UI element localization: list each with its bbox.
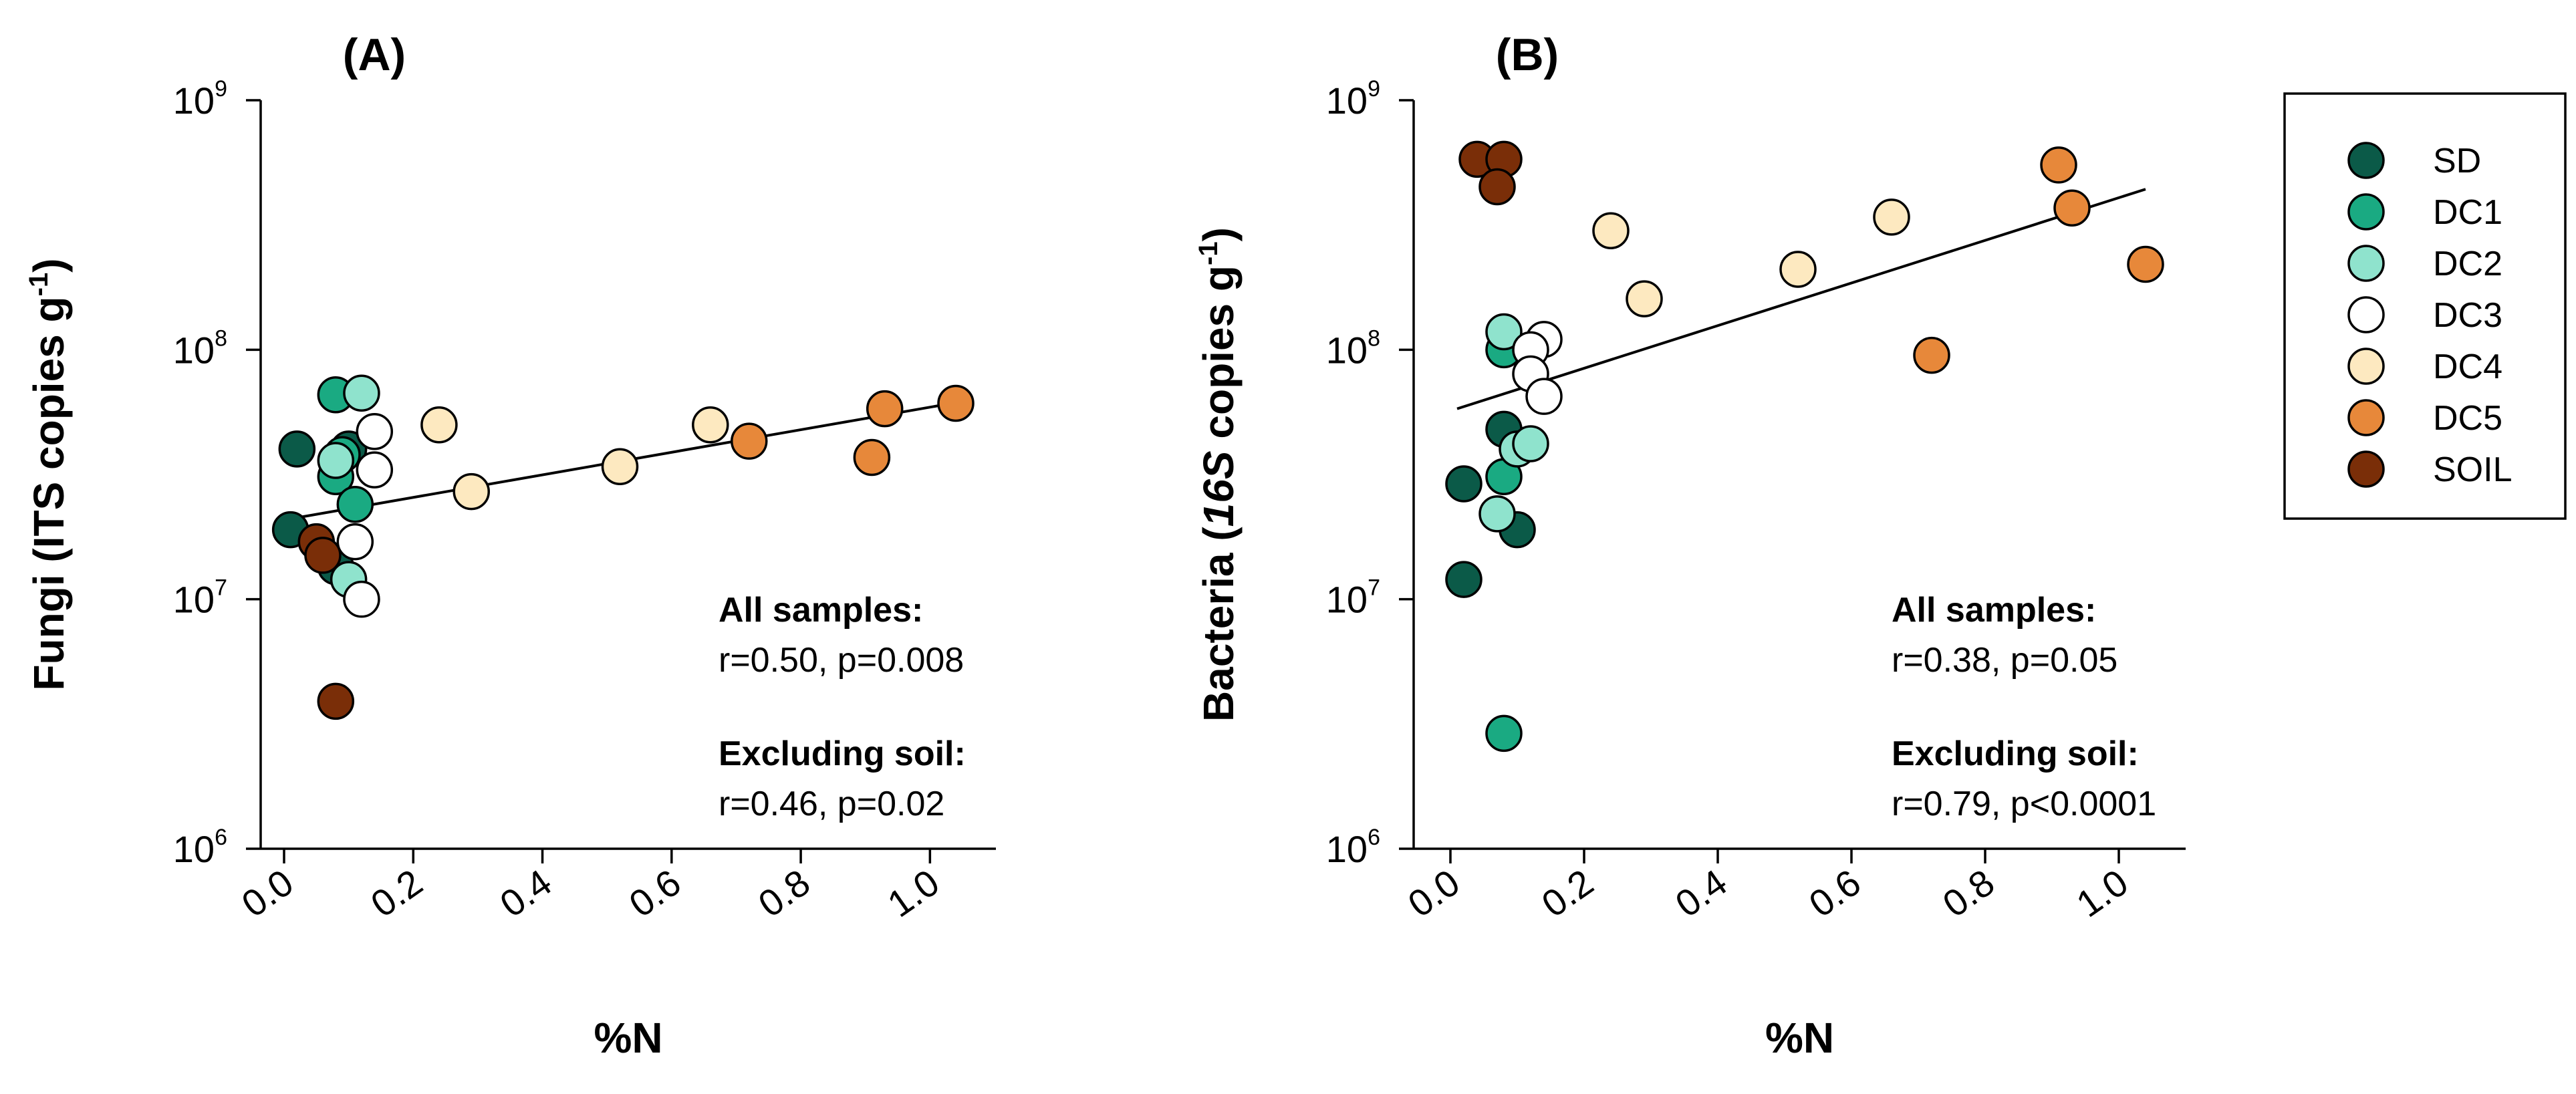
legend-marker-dc1 [2347, 193, 2385, 231]
point-soil [317, 682, 355, 720]
stat-text: r=0.38, p=0.05 [1892, 641, 2117, 680]
point-dc2 [1512, 425, 1549, 462]
x-tick-label: 0.6 [622, 861, 688, 925]
x-tick-label: 0.4 [1668, 861, 1734, 925]
legend-label-dc1: DC1 [2433, 193, 2502, 232]
point-dc3 [336, 523, 374, 561]
point-dc5 [853, 438, 891, 476]
x-tick-label: 0.0 [1400, 861, 1467, 925]
y-tick-label: 107 [1326, 575, 1380, 621]
stat-heading: Excluding soil: [719, 734, 966, 773]
panel-b: (B) 106 107 108 109 0.0 0.2 0.4 0.6 0.8 1.0 %N Bacte… [1194, 29, 2186, 1062]
legend-marker-dc4 [2347, 348, 2385, 385]
legend-marker-sd [2347, 142, 2385, 179]
point-dc4 [692, 406, 729, 444]
point-dc2 [317, 442, 355, 479]
x-axis-title: %N [1765, 1014, 1834, 1062]
point-dc3 [343, 580, 380, 618]
x-tick-label: 0.6 [1801, 861, 1868, 925]
point-dc5 [1913, 336, 1950, 374]
legend-label-dc4: DC4 [2433, 348, 2502, 386]
point-dc4 [453, 472, 490, 511]
stat-heading: All samples: [719, 591, 923, 630]
point-dc5 [2127, 245, 2164, 283]
legend-marker-dc5 [2347, 399, 2385, 436]
legend-label-sd: SD [2433, 142, 2481, 180]
point-dc3 [356, 413, 394, 450]
y-tick-label: 109 [1326, 76, 1380, 122]
point-dc1 [336, 485, 374, 523]
legend-marker-soil [2347, 450, 2385, 488]
y-tick-label: 106 [1326, 825, 1380, 870]
y-tick-label: 108 [173, 325, 227, 371]
point-dc4 [601, 448, 639, 485]
point-dc3 [356, 451, 394, 489]
stat-text: r=0.50, p=0.008 [719, 641, 964, 680]
x-tick-label: 1.0 [2069, 861, 2136, 925]
legend-marker-dc2 [2347, 245, 2385, 282]
point-dc5 [937, 384, 975, 422]
y-tick-label: 106 [173, 825, 227, 870]
legend-label-dc3: DC3 [2433, 296, 2502, 335]
point-dc5 [731, 422, 768, 460]
x-tick-label: 0.8 [751, 861, 817, 925]
panel-label: (B) [1496, 29, 1559, 80]
x-tick-label: 0.2 [1534, 861, 1601, 925]
stat-heading: All samples: [1892, 591, 2096, 630]
point-dc3 [1525, 378, 1563, 415]
legend-box [2283, 92, 2567, 520]
y-axis-title: Fungi (ITS copies g-1) [24, 258, 73, 690]
legend-label-dc5: DC5 [2433, 399, 2502, 438]
legend-label-dc2: DC2 [2433, 245, 2502, 283]
x-tick-label: 0.2 [363, 861, 430, 925]
point-soil [1478, 168, 1516, 206]
legend: SD DC1 DC2 DC3 DC4 DC5 SOIL [2283, 92, 2567, 520]
point-sd [278, 430, 316, 468]
y-tick-label: 108 [1326, 325, 1380, 371]
point-dc5 [2040, 146, 2077, 184]
y-tick-label: 107 [173, 575, 227, 621]
legend-marker-dc3 [2347, 296, 2385, 333]
point-dc5 [2053, 189, 2091, 227]
point-dc4 [1626, 280, 1663, 317]
point-soil [304, 537, 342, 574]
x-tick-label: 0.4 [493, 861, 559, 925]
point-dc2 [1478, 495, 1516, 533]
point-dc5 [866, 390, 904, 428]
x-tick-label: 0.8 [1935, 861, 2002, 925]
y-axis-title: Bacteria (16S copies g-1) [1194, 227, 1243, 722]
x-tick-label: 1.0 [880, 861, 946, 925]
point-dc2 [1485, 313, 1523, 351]
stat-text: r=0.79, p<0.0001 [1892, 785, 2156, 823]
stat-text: r=0.46, p=0.02 [719, 785, 944, 823]
x-tick-label: 0.0 [234, 861, 301, 925]
point-dc4 [1592, 212, 1630, 249]
point-sd [1445, 561, 1483, 598]
regression-line [1456, 188, 2146, 410]
stat-heading: Excluding soil: [1892, 734, 2139, 773]
x-axis-title: %N [594, 1014, 662, 1062]
y-tick-label: 109 [173, 76, 227, 122]
panel-label: (A) [343, 29, 406, 80]
point-sd [1445, 465, 1483, 503]
panel-a: (A) 106 107 108 109 0.0 0.2 0.4 0.6 0.8 1.0 %N Fungi… [24, 29, 996, 1062]
point-dc4 [420, 406, 458, 444]
point-dc1 [1485, 714, 1523, 753]
point-dc2 [343, 374, 380, 412]
legend-label-soil: SOIL [2433, 450, 2513, 489]
point-dc4 [1779, 251, 1817, 288]
point-dc4 [1873, 198, 1910, 236]
